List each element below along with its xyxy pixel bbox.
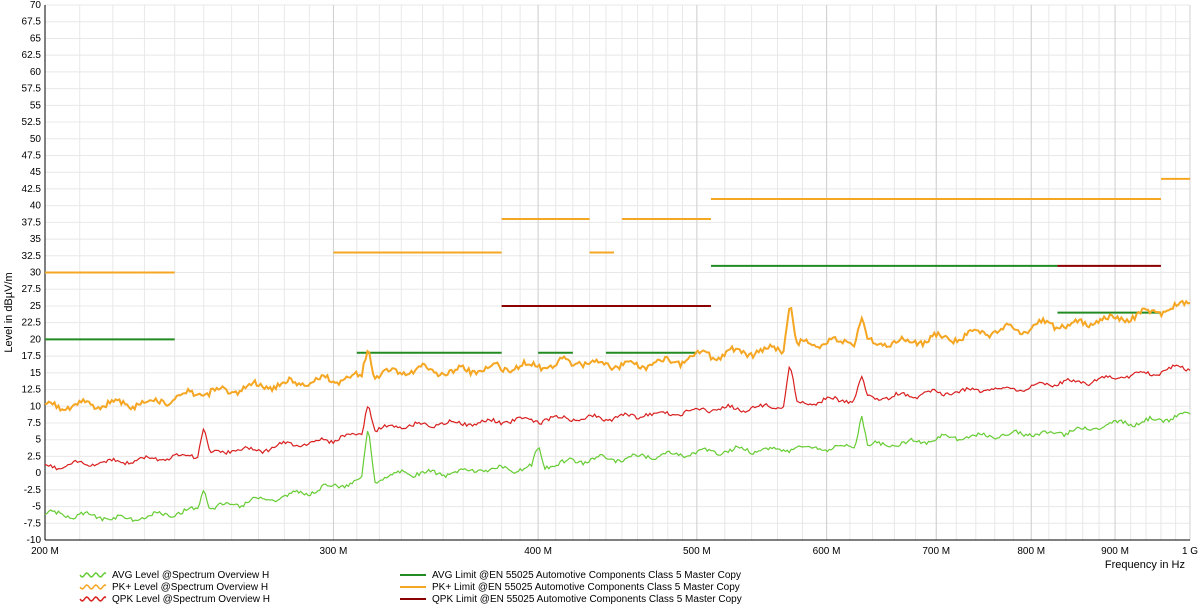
spectrum-traces — [45, 301, 1190, 521]
chart-legend: AVG Level @Spectrum Overview HPK+ Level … — [80, 570, 742, 605]
limit-lines — [45, 179, 1190, 353]
svg-text:35: 35 — [30, 234, 42, 245]
svg-text:400 M: 400 M — [524, 546, 552, 557]
svg-text:800 M: 800 M — [1017, 546, 1045, 557]
svg-text:5: 5 — [35, 435, 41, 446]
svg-text:200 M: 200 M — [31, 546, 59, 557]
svg-text:57.5: 57.5 — [22, 84, 42, 95]
svg-text:-10: -10 — [27, 535, 42, 546]
legend-item-label: PK+ Level @Spectrum Overview H — [112, 582, 268, 593]
svg-text:67.5: 67.5 — [22, 17, 42, 28]
svg-text:70: 70 — [30, 0, 42, 11]
svg-text:2.5: 2.5 — [27, 451, 41, 462]
svg-text:1 G: 1 G — [1182, 546, 1198, 557]
svg-text:20: 20 — [30, 334, 42, 345]
svg-text:37.5: 37.5 — [22, 217, 42, 228]
svg-text:50: 50 — [30, 134, 42, 145]
svg-text:-2.5: -2.5 — [24, 485, 42, 496]
y-axis-label: Level in dBµV/m — [3, 272, 15, 352]
legend-item-label: AVG Level @Spectrum Overview H — [112, 570, 269, 581]
trace — [45, 365, 1190, 470]
svg-text:15: 15 — [30, 368, 42, 379]
svg-text:-5: -5 — [32, 502, 41, 513]
legend-item-label: PK+ Limit @EN 55025 Automotive Component… — [432, 582, 740, 593]
svg-text:25: 25 — [30, 301, 42, 312]
trace — [45, 412, 1190, 521]
svg-text:30: 30 — [30, 268, 42, 279]
svg-text:40: 40 — [30, 201, 42, 212]
svg-text:700 M: 700 M — [922, 546, 950, 557]
svg-text:17.5: 17.5 — [22, 351, 42, 362]
svg-text:60: 60 — [30, 67, 42, 78]
legend-item-label: QPK Limit @EN 55025 Automotive Component… — [432, 594, 742, 605]
svg-text:55: 55 — [30, 100, 42, 111]
emc-spectrum-chart: -10-7.5-5-2.502.557.51012.51517.52022.52… — [0, 0, 1200, 613]
x-axis-label: Frequency in Hz — [1105, 559, 1185, 571]
svg-text:0: 0 — [35, 468, 41, 479]
legend-item-label: QPK Level @Spectrum Overview H — [112, 594, 270, 605]
svg-text:65: 65 — [30, 33, 42, 44]
svg-text:62.5: 62.5 — [22, 50, 42, 61]
svg-text:-7.5: -7.5 — [24, 518, 42, 529]
svg-text:42.5: 42.5 — [22, 184, 42, 195]
svg-text:300 M: 300 M — [320, 546, 348, 557]
legend-item-label: AVG Limit @EN 55025 Automotive Component… — [432, 570, 741, 581]
svg-text:47.5: 47.5 — [22, 150, 42, 161]
svg-text:10: 10 — [30, 401, 42, 412]
svg-text:32.5: 32.5 — [22, 251, 42, 262]
svg-text:600 M: 600 M — [813, 546, 841, 557]
svg-text:52.5: 52.5 — [22, 117, 42, 128]
svg-text:12.5: 12.5 — [22, 385, 42, 396]
svg-text:22.5: 22.5 — [22, 318, 42, 329]
svg-text:7.5: 7.5 — [27, 418, 41, 429]
svg-text:900 M: 900 M — [1101, 546, 1129, 557]
svg-text:27.5: 27.5 — [22, 284, 42, 295]
svg-text:45: 45 — [30, 167, 42, 178]
svg-text:500 M: 500 M — [683, 546, 711, 557]
